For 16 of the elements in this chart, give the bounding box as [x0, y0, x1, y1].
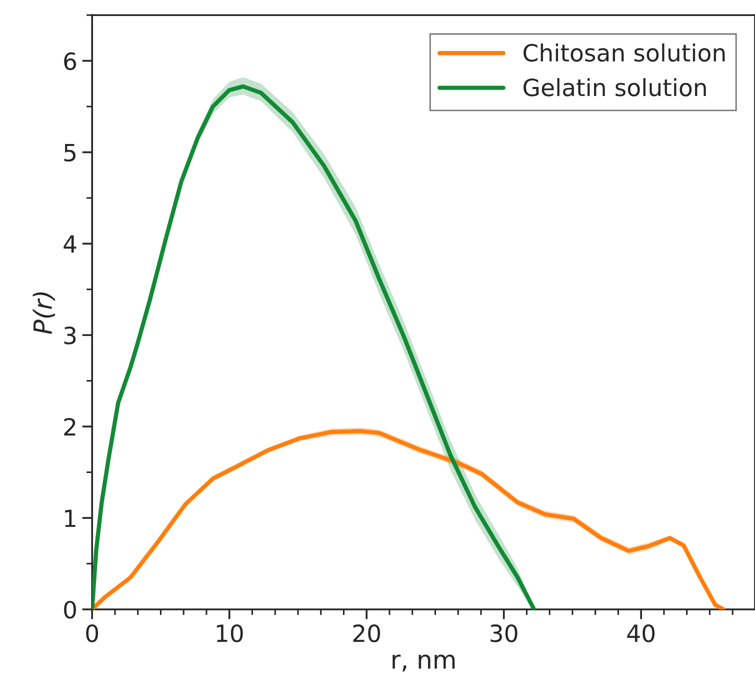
legend-label: Chitosan solution: [524, 43, 725, 62]
y-tick-label: 0: [64, 600, 76, 619]
x-tick-label: 20: [353, 624, 380, 642]
legend-label: Gelatin solution: [524, 78, 706, 96]
x-tick-label: 0: [86, 624, 98, 642]
y-tick-label: 4: [64, 235, 76, 253]
x-tick-label: 30: [490, 624, 518, 642]
y-tick-label: 5: [64, 144, 76, 162]
y-axis-title: P(r): [32, 292, 56, 334]
x-tick-label: 10: [216, 624, 243, 642]
x-axis-title: r, nm: [392, 654, 455, 672]
y-tick-label: 6: [64, 52, 76, 70]
y-tick-label: 2: [64, 418, 76, 436]
x-tick-label: 40: [627, 624, 655, 642]
y-tick-label: 1: [65, 510, 76, 527]
y-tick-label: 3: [64, 326, 76, 344]
